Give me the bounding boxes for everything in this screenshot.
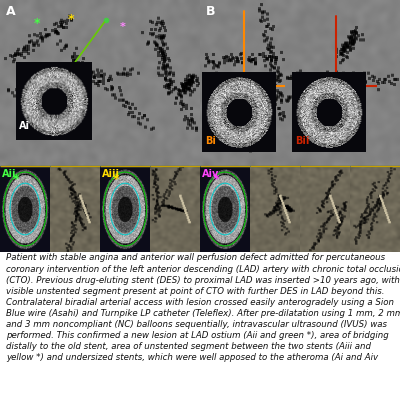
Text: *: * xyxy=(112,173,119,186)
Text: Bii: Bii xyxy=(295,136,309,146)
Text: *: * xyxy=(34,17,40,30)
Text: *: * xyxy=(12,173,19,186)
Text: B: B xyxy=(206,5,216,18)
Text: *: * xyxy=(120,22,126,32)
Text: Aiv: Aiv xyxy=(202,168,219,178)
Text: *: * xyxy=(68,13,74,26)
Text: Ai: Ai xyxy=(19,121,30,131)
Text: *: * xyxy=(212,173,219,186)
Text: Patient with stable angina and anterior wall perfusion defect admitted for percu: Patient with stable angina and anterior … xyxy=(6,254,400,362)
Text: Bi: Bi xyxy=(205,136,216,146)
Text: Aii: Aii xyxy=(2,168,16,178)
Text: A: A xyxy=(6,5,16,18)
Text: Aiii: Aiii xyxy=(102,168,120,178)
